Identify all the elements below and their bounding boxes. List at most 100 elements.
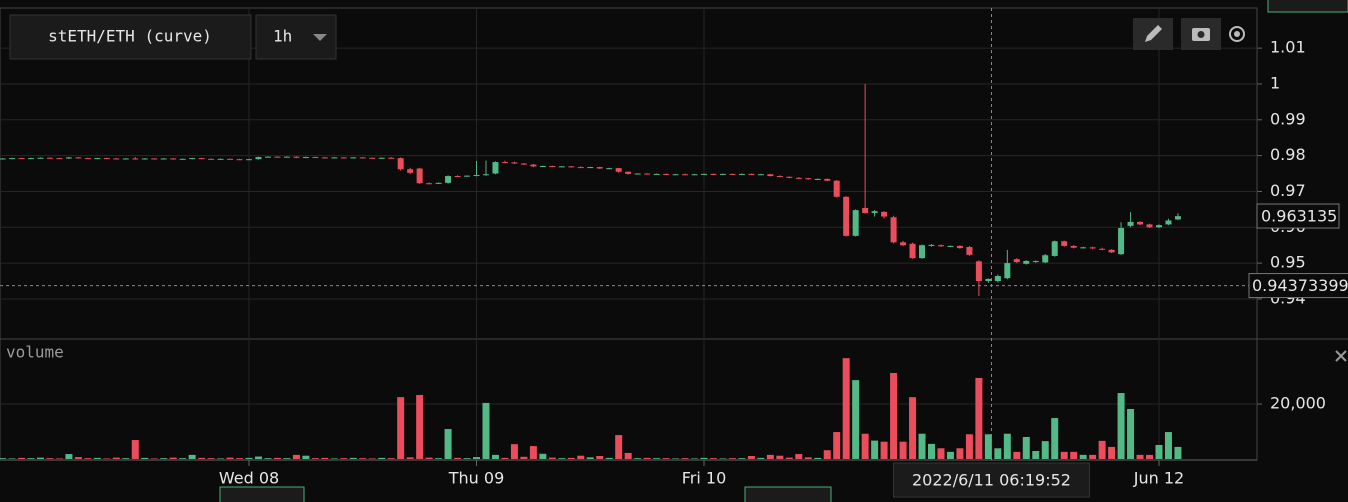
- volume-bar: [956, 448, 964, 459]
- candle-body: [577, 167, 584, 169]
- y-tick-label: 0.99: [1270, 109, 1306, 128]
- volume-bar: [624, 452, 632, 459]
- volume-bar: [814, 457, 822, 459]
- volume-bar: [918, 433, 926, 459]
- volume-bar: [264, 458, 272, 459]
- volume-bar: [776, 455, 784, 459]
- y-tick-label: 0.95: [1270, 253, 1306, 272]
- candle-body: [1023, 260, 1030, 264]
- candle-body: [1174, 216, 1181, 220]
- volume-bar: [586, 457, 594, 459]
- target-button[interactable]: [1229, 26, 1245, 42]
- volume-bar: [994, 448, 1002, 459]
- window-controls[interactable]: [219, 486, 305, 502]
- volume-bar: [643, 457, 651, 459]
- candle-body: [1013, 259, 1020, 263]
- volume-bar: [937, 448, 945, 459]
- volume-bar: [1032, 451, 1040, 459]
- candle-body: [464, 175, 471, 177]
- volume-bar: [217, 458, 225, 459]
- volume-bar: [179, 458, 187, 459]
- candle-body: [302, 157, 309, 159]
- volume-bar: [728, 458, 736, 459]
- candle-body: [1165, 220, 1172, 225]
- x-tick-label: Jun 12: [1133, 469, 1184, 488]
- candle-body: [350, 157, 357, 159]
- volume-bar: [529, 446, 537, 459]
- candle-body: [625, 171, 632, 174]
- window-controls[interactable]: [1267, 0, 1348, 13]
- volume-bar: [880, 441, 888, 459]
- volume-bar: [738, 458, 746, 459]
- last-price-box: [1256, 203, 1340, 229]
- volume-bar: [1022, 437, 1030, 459]
- symbol-box[interactable]: [9, 14, 252, 60]
- candle-body: [663, 173, 670, 175]
- candle-body: [710, 173, 717, 175]
- candle-body: [407, 169, 414, 173]
- candle-body: [937, 245, 944, 247]
- volume-bar: [653, 458, 661, 459]
- volume-bar: [700, 457, 708, 459]
- volume-bar: [1164, 432, 1172, 459]
- candle-body: [1051, 241, 1058, 256]
- volume-bar: [1051, 418, 1059, 459]
- volume-bar: [1155, 444, 1163, 459]
- candle-body: [928, 244, 935, 246]
- candle-body: [634, 173, 641, 175]
- candle-body: [160, 158, 167, 160]
- candle-body: [994, 276, 1001, 282]
- candle-body: [909, 243, 916, 259]
- candle-body: [729, 173, 736, 175]
- y-tick-label: 20,000: [1270, 394, 1326, 413]
- volume-bar: [46, 458, 54, 459]
- volume-bar: [397, 397, 405, 459]
- volume-bar: [871, 440, 879, 459]
- volume-bar: [368, 458, 376, 459]
- volume-bar: [245, 457, 253, 459]
- candle-body: [757, 174, 764, 176]
- volume-bar: [321, 457, 329, 459]
- volume-bar: [1089, 454, 1097, 459]
- candle-body: [881, 211, 888, 217]
- volume-bar: [387, 458, 395, 459]
- candle-body: [56, 158, 63, 160]
- candle-body: [719, 173, 726, 175]
- candle-body: [397, 158, 404, 170]
- pencil-icon: [1145, 25, 1162, 42]
- volume-bar: [795, 454, 803, 459]
- candle-body: [1155, 225, 1162, 228]
- volume-bar: [27, 458, 35, 459]
- volume-bar: [909, 397, 917, 459]
- candle-body: [1137, 221, 1144, 225]
- candle-body: [255, 157, 262, 160]
- candle-body: [833, 180, 840, 197]
- volume-bar: [946, 451, 954, 459]
- volume-bar: [558, 458, 566, 459]
- candle-body: [331, 157, 338, 159]
- volume-bar: [719, 458, 727, 459]
- volume-bar: [292, 454, 300, 459]
- candle-body: [18, 158, 25, 160]
- close-volume-icon[interactable]: [1335, 350, 1347, 362]
- candle-body: [426, 183, 433, 185]
- volume-bar: [890, 372, 898, 459]
- candle-body: [919, 245, 926, 259]
- volume-bar: [662, 458, 670, 459]
- candle-body: [748, 173, 755, 175]
- volume-bar: [757, 457, 765, 459]
- volume-bar: [596, 455, 604, 459]
- candle-body: [217, 158, 224, 160]
- window-controls[interactable]: [744, 486, 832, 502]
- volume-bar: [55, 458, 63, 459]
- candle-body: [435, 182, 442, 184]
- volume-bar: [283, 458, 291, 459]
- volume-bar: [473, 457, 481, 459]
- volume-bar: [254, 456, 262, 459]
- candle-body: [1032, 260, 1039, 262]
- candle-body: [37, 157, 44, 159]
- candle-body: [568, 166, 575, 168]
- volume-bar: [122, 458, 130, 459]
